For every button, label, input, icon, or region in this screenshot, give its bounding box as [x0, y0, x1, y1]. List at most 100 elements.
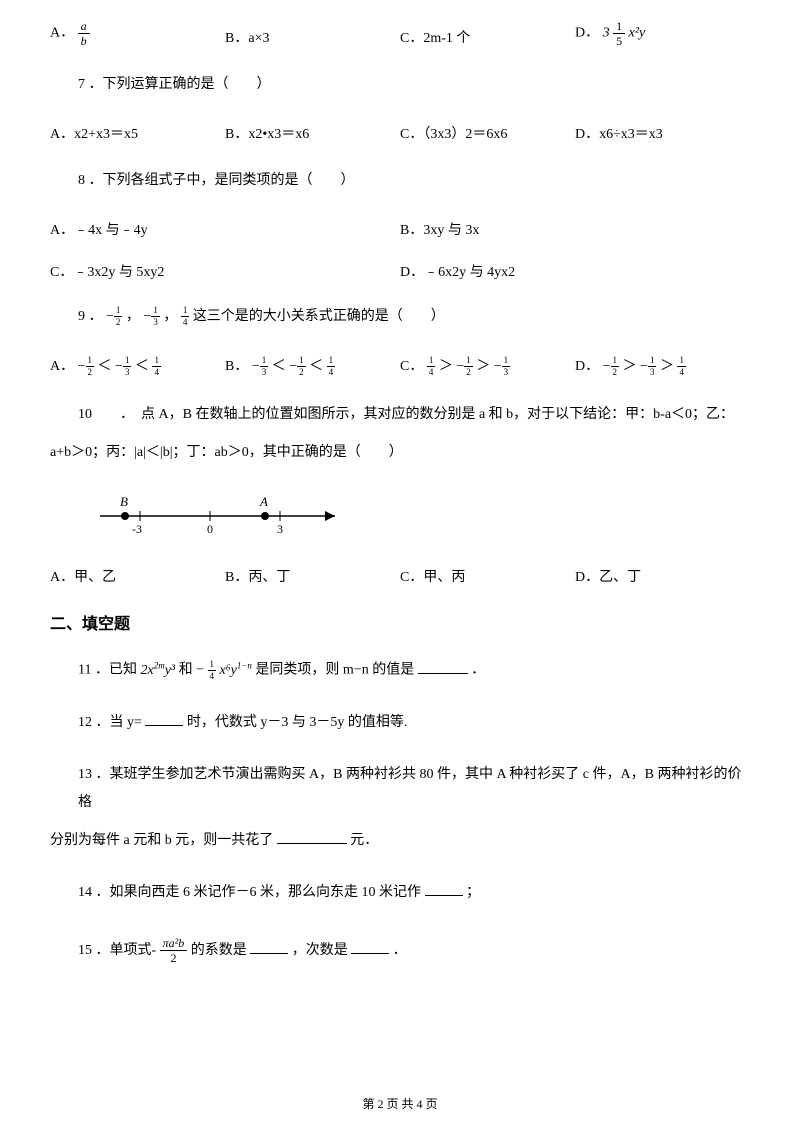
- q13-l2: 分别为每件 a 元和 b 元，则一共花了 元．: [50, 827, 750, 855]
- d: 4: [327, 367, 336, 377]
- t2: 元．: [350, 833, 378, 848]
- t: 分别为每件 a 元和 b 元，则一共花了: [50, 833, 273, 848]
- q6-optD: D． 3 1 5 x²y: [575, 20, 750, 47]
- d: 4: [427, 367, 436, 377]
- q15: 15 ．单项式‐ πa²b 2 的系数是 ，次数是 ．: [50, 937, 750, 965]
- q11-t1: 2x2my³: [140, 663, 175, 678]
- d: 3: [123, 367, 132, 377]
- op: ＞: [623, 359, 637, 374]
- q10-D: D．乙、丁: [575, 566, 750, 586]
- f2: 13: [151, 306, 160, 327]
- blank: [250, 940, 288, 954]
- d: 3: [151, 317, 160, 327]
- f: 14: [677, 356, 686, 377]
- op: ＜: [98, 359, 112, 374]
- blank: [145, 712, 183, 726]
- n: 1: [86, 356, 95, 367]
- n: 1: [181, 306, 190, 317]
- q6-d-prefix: D．: [575, 26, 599, 41]
- q9-post: 这三个是的大小关系式正确的是（ ）: [193, 309, 445, 324]
- n: 1: [297, 356, 306, 367]
- q8-C: C．﹣3x2y 与 5xy2: [50, 261, 400, 281]
- lbl: A．: [50, 359, 74, 374]
- n: 1: [114, 306, 123, 317]
- blank: [425, 882, 463, 896]
- lbl: B．: [225, 359, 248, 374]
- q10-line1: 10 ． 点 A，B 在数轴上的位置如图所示，其对应的数分别是 a 和 b，对于…: [50, 401, 750, 429]
- q15-mid: 的系数是: [191, 943, 247, 958]
- t: x⁶y: [220, 663, 237, 678]
- q10-B: B．丙、丁: [225, 566, 400, 586]
- numberline-svg: B A -3 0 3: [90, 491, 350, 541]
- q6-optB: B．a×3: [225, 27, 400, 47]
- q7-C: C．（3x3）2＝6x6: [400, 123, 575, 143]
- n: 1: [208, 660, 217, 671]
- q9-A: A． −12 ＜ −13 ＜ 14: [50, 355, 225, 377]
- q9-B: B． −13 ＜ −12 ＜ 14: [225, 355, 400, 377]
- q8-row2: C．﹣3x2y 与 5xy2 D．﹣6x2y 与 4yx2: [50, 261, 750, 281]
- op: ＜: [135, 359, 149, 374]
- frac-num: 1: [613, 20, 625, 34]
- op: ＞: [476, 359, 490, 374]
- p: ．: [471, 663, 485, 678]
- q8-D: D．﹣6x2y 与 4yx2: [400, 261, 750, 281]
- q7-stem: 7 ．下列运算正确的是（ ）: [50, 71, 750, 99]
- n: 1: [427, 356, 436, 367]
- lbl-A: A: [259, 494, 268, 509]
- n: 1: [611, 356, 620, 367]
- q15-frac: πa²b 2: [160, 937, 188, 964]
- number-line-figure: B A -3 0 3: [90, 491, 750, 546]
- q11-pre: 11 ．已知: [78, 663, 137, 678]
- n: 1: [677, 356, 686, 367]
- q11-post: 是同类项，则 m−n 的值是: [255, 663, 414, 678]
- f3: 14: [181, 306, 190, 327]
- q7-options: A．x2+x3＝x5 B．x2•x3＝x6 C．（3x3）2＝6x6 D．x6÷…: [50, 123, 750, 143]
- q9-stem: 9 ． −12 ， −13 ， 14 这三个是的大小关系式正确的是（ ）: [50, 303, 750, 331]
- q14: 14 ．如果向西走 6 米记作－6 米，那么向东走 10 米记作 ；: [50, 879, 750, 907]
- lbl: D．: [575, 359, 599, 374]
- q8-stem: 8 ．下列各组式子中，是同类项的是（ ）: [50, 167, 750, 195]
- lbl-3: 3: [277, 522, 283, 536]
- q11-frac: 14: [208, 660, 217, 681]
- q11: 11 ．已知 2x2my³ 和 − 14 x⁶y1−n 是同类项，则 m−n 的…: [50, 656, 750, 685]
- n: 1: [464, 356, 473, 367]
- d: 2: [114, 317, 123, 327]
- n: 1: [123, 356, 132, 367]
- q11-t2: x⁶y1−n: [220, 663, 252, 678]
- q6-options: A． a b B．a×3 C．2m‐1 个 D． 3 1 5 x²y: [50, 20, 750, 47]
- n: 1: [152, 356, 161, 367]
- q6-optC: C．2m‐1 个: [400, 27, 575, 47]
- n: 1: [648, 356, 657, 367]
- f: 13: [502, 356, 511, 377]
- d: 4: [677, 367, 686, 377]
- q10-options: A．甲、乙 B．丙、丁 C．甲、丙 D．乙、丁: [50, 566, 750, 586]
- f: 13: [123, 356, 132, 377]
- q8-B: B．3xy 与 3x: [400, 219, 750, 239]
- q12: 12 ．当 y= 时，代数式 y－3 与 3－5y 的值相等.: [50, 709, 750, 737]
- q9-options: A． −12 ＜ −13 ＜ 14 B． −13 ＜ −12 ＜ 14 C． 1…: [50, 355, 750, 377]
- q10-C: C．甲、丙: [400, 566, 575, 586]
- q9-mid2: ，: [163, 309, 177, 324]
- d: 4: [181, 317, 190, 327]
- q6-d-frac: 1 5: [613, 20, 625, 47]
- d: 4: [152, 367, 161, 377]
- lbl-0: 0: [207, 522, 213, 536]
- q10-A: A．甲、乙: [50, 566, 225, 586]
- q10-line2: a+b＞0；丙：|a|＜|b|；丁：ab＞0，其中正确的是（ ）: [50, 439, 750, 467]
- d: 2: [464, 367, 473, 377]
- q9-pre: 9 ．: [78, 309, 103, 324]
- q8-A: A．﹣4x 与﹣4y: [50, 219, 400, 239]
- f: 12: [611, 356, 620, 377]
- q8-row1: A．﹣4x 与﹣4y B．3xy 与 3x: [50, 219, 750, 239]
- q15-pre: 15 ．单项式‐: [78, 943, 160, 958]
- n: 1: [327, 356, 336, 367]
- q15-mid2: ，次数是: [292, 943, 348, 958]
- q7-D: D．x6÷x3＝x3: [575, 123, 750, 143]
- q7-A: A．x2+x3＝x5: [50, 123, 225, 143]
- f: 14: [152, 356, 161, 377]
- f: 13: [648, 356, 657, 377]
- s: 2m: [154, 660, 165, 670]
- blank: [277, 830, 347, 844]
- q7-B: B．x2•x3＝x6: [225, 123, 400, 143]
- q15-end: ．: [393, 943, 407, 958]
